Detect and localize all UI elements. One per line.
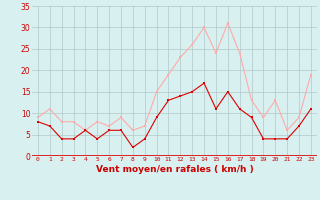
X-axis label: Vent moyen/en rafales ( km/h ): Vent moyen/en rafales ( km/h )	[96, 165, 253, 174]
